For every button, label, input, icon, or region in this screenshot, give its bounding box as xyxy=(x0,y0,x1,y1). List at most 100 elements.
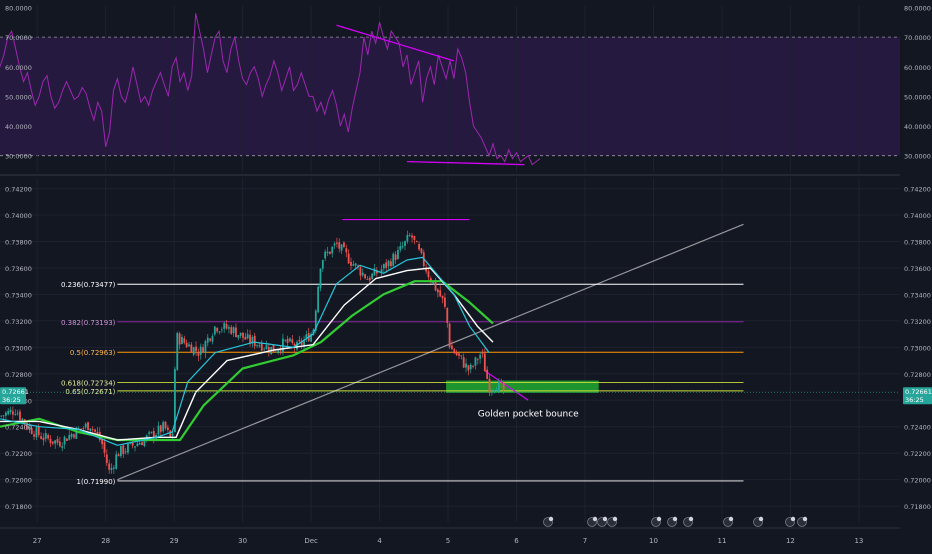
candle-body xyxy=(406,234,409,242)
price-tick-left: 0.74000 xyxy=(5,212,32,220)
candle-body xyxy=(47,435,50,439)
candle-body xyxy=(152,430,155,439)
candle-body xyxy=(33,434,35,437)
candle-body xyxy=(19,411,21,420)
last-price-value: 0.72661 xyxy=(905,388,932,396)
rsi-panel[interactable] xyxy=(0,6,900,172)
candle-body xyxy=(258,345,261,347)
candle-body xyxy=(7,410,10,415)
candle-body xyxy=(35,427,38,438)
candle-body xyxy=(9,409,12,413)
rsi-trendline-1[interactable] xyxy=(406,160,525,166)
candle-body xyxy=(176,332,179,370)
candle-body xyxy=(80,428,82,430)
candle-body xyxy=(472,365,474,367)
last-price-countdown: 36:25 xyxy=(2,396,21,404)
candle-body xyxy=(277,350,280,353)
price-trendline-2[interactable] xyxy=(117,223,744,481)
candle-body xyxy=(26,422,28,430)
candle-body xyxy=(394,254,397,260)
candle-body xyxy=(216,327,219,332)
candle-body xyxy=(401,246,404,248)
candle-body xyxy=(159,425,162,432)
candle-body xyxy=(380,269,383,273)
price-tick-right: 0.73600 xyxy=(904,265,931,273)
event-marker-dot-icon xyxy=(612,516,618,522)
candle-body xyxy=(115,454,118,469)
price-tick-right: 0.72800 xyxy=(904,371,931,379)
candle-body xyxy=(265,345,268,350)
candle-body xyxy=(0,415,3,417)
candle-body xyxy=(326,251,329,254)
candle-body xyxy=(467,365,470,371)
candle-body xyxy=(148,432,150,434)
candle-body xyxy=(220,329,223,331)
price-trendline-1[interactable] xyxy=(484,370,529,401)
candle-body xyxy=(364,274,366,279)
candle-body xyxy=(293,343,296,348)
candle-body xyxy=(399,246,402,251)
rsi-tick-right: 30.0000 xyxy=(904,153,931,161)
candle-body xyxy=(458,353,460,356)
candle-body xyxy=(143,439,146,447)
event-marker-dot-icon xyxy=(758,516,764,522)
event-marker-dot-icon xyxy=(672,516,678,522)
candle-body xyxy=(73,434,75,438)
candle-body xyxy=(310,333,312,342)
candle-body xyxy=(282,338,284,352)
candle-body xyxy=(16,413,19,415)
event-marker-dot-icon xyxy=(790,516,796,522)
x-tick-label: 13 xyxy=(854,537,863,545)
rsi-trendline-0[interactable] xyxy=(336,24,455,62)
candle-body xyxy=(157,425,160,435)
candle-body xyxy=(375,269,378,274)
candle-body xyxy=(213,326,216,335)
x-tick-label: 12 xyxy=(786,537,795,545)
candle-body xyxy=(336,242,338,244)
candle-body xyxy=(291,339,294,343)
candle-body xyxy=(439,290,442,297)
golden-pocket-zone[interactable] xyxy=(446,380,599,393)
candle-body xyxy=(298,339,301,342)
candle-body xyxy=(331,246,334,254)
ema-slow-line xyxy=(0,280,494,442)
candle-body xyxy=(483,353,486,372)
candle-body xyxy=(2,415,5,417)
candle-body xyxy=(136,443,139,447)
price-tick-left: 0.72200 xyxy=(5,450,32,458)
candle-body xyxy=(209,338,212,341)
price-tick-right: 0.73400 xyxy=(904,291,931,299)
candle-body xyxy=(131,442,134,446)
candle-body xyxy=(502,381,505,391)
rsi-band xyxy=(0,37,900,156)
candle-body xyxy=(256,344,258,346)
price-panel[interactable]: 0.236(0.73477) 0.382(0.73193) 0.5(0.72963)… xyxy=(0,178,900,522)
price-tick-right: 0.72000 xyxy=(904,477,931,485)
event-marker-dot-icon xyxy=(548,516,554,522)
price-tick-right: 0.72200 xyxy=(904,450,931,458)
candle-body xyxy=(122,445,125,454)
event-marker-dot-icon xyxy=(592,516,598,522)
price-tick-left: 0.73600 xyxy=(5,265,32,273)
candle-body xyxy=(108,463,111,470)
candle-body xyxy=(455,352,458,356)
candle-body xyxy=(225,324,228,329)
candle-body xyxy=(324,251,327,259)
x-tick-label: 28 xyxy=(101,537,110,545)
x-tick-label: 11 xyxy=(717,537,726,545)
candle-body xyxy=(162,422,165,432)
rsi-tick-left: 60.0000 xyxy=(5,64,32,72)
candle-body xyxy=(239,332,242,336)
candle-body xyxy=(89,428,92,431)
candle-body xyxy=(392,253,395,266)
candle-body xyxy=(211,336,214,342)
price-tick-right: 0.74000 xyxy=(904,212,931,220)
candle-body xyxy=(101,439,104,445)
candle-body xyxy=(68,435,71,440)
candle-body xyxy=(117,454,120,457)
candle-body xyxy=(197,353,200,356)
candle-body xyxy=(479,354,482,359)
candle-body xyxy=(382,264,385,269)
